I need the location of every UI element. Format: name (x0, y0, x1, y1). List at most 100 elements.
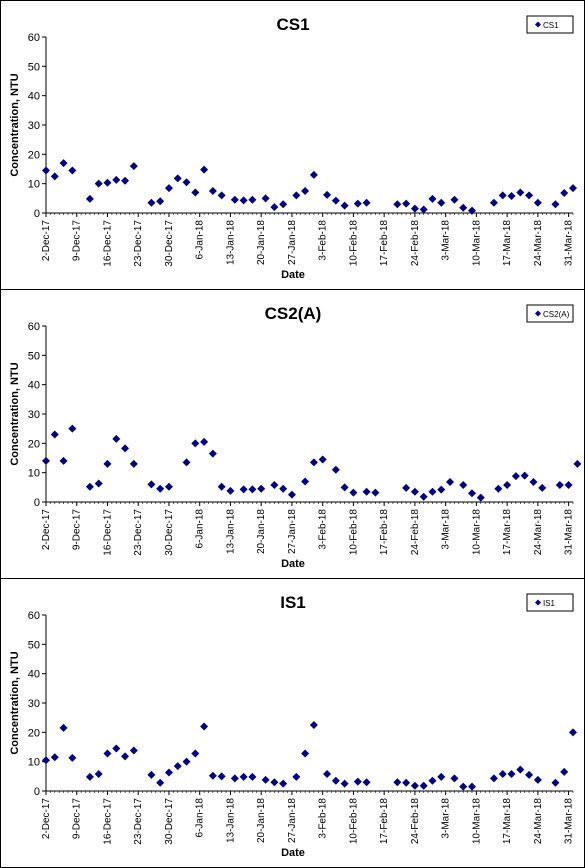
legend: CS2(A) (526, 304, 574, 323)
chart-panel-is1: IS1 Concentration, NTU Date 0 10 20 30 40 50 60 2-… (0, 578, 585, 868)
data-point (520, 471, 529, 480)
data-point (261, 775, 270, 784)
data-point (217, 191, 226, 200)
x-tick-label: 23-Dec-17 (133, 798, 144, 845)
x-tick-label: 31-Mar-18 (564, 509, 575, 556)
data-point (112, 744, 121, 753)
x-axis-label: Date (281, 847, 305, 859)
data-point (230, 195, 239, 204)
x-tick-label: 17-Feb-18 (379, 798, 390, 845)
x-tick-label: 2-Dec-17 (41, 798, 52, 840)
x-tick-label: 30-Dec-17 (164, 509, 175, 556)
data-point (248, 195, 257, 204)
data-point (467, 489, 476, 498)
data-point (85, 772, 94, 781)
data-point (371, 488, 380, 497)
data-point (94, 769, 103, 778)
data-point (362, 198, 371, 207)
data-point (121, 752, 130, 761)
x-tick-label: 17-Mar-18 (502, 220, 513, 267)
data-point (208, 449, 217, 458)
x-tick-label: 3-Mar-18 (441, 509, 452, 550)
data-point (191, 439, 200, 448)
data-point (239, 772, 248, 781)
data-point (59, 456, 68, 465)
data-point (533, 775, 542, 784)
data-point (200, 165, 209, 174)
data-point (331, 465, 340, 474)
data-point (573, 459, 582, 468)
data-point (270, 778, 279, 787)
data-point (419, 205, 428, 214)
x-tick-label: 6-Jan-18 (195, 220, 206, 260)
data-point (525, 770, 534, 779)
data-point (50, 430, 59, 439)
data-point (419, 492, 428, 501)
data-point (156, 484, 165, 493)
chart-title: IS1 (280, 593, 306, 612)
legend-box (526, 593, 574, 612)
data-point (239, 485, 248, 494)
data-point (42, 756, 50, 765)
data-point (489, 198, 498, 207)
data-point (419, 781, 428, 790)
data-point (428, 487, 437, 496)
data-point (129, 459, 138, 468)
data-point (301, 749, 310, 758)
y-tick-label: 50 (28, 639, 40, 651)
x-tick-label: 9-Dec-17 (72, 509, 83, 551)
data-point (309, 170, 318, 179)
x-tick-label: 10-Mar-18 (471, 509, 482, 556)
x-axis-label: Date (281, 558, 305, 570)
y-tick-label: 30 (28, 409, 40, 421)
data-point (68, 166, 77, 175)
data-point (42, 456, 50, 465)
data-point (560, 189, 569, 198)
data-point (112, 175, 121, 184)
data-point (85, 482, 94, 491)
data-point (85, 194, 94, 203)
data-point (156, 197, 165, 206)
data-point (200, 722, 209, 731)
data-point (147, 198, 156, 207)
data-point (121, 176, 130, 185)
data-point (516, 765, 525, 774)
data-point (428, 194, 437, 203)
x-tick-label: 13-Jan-18 (225, 798, 236, 843)
data-point (340, 483, 349, 492)
data-point (428, 776, 437, 785)
data-point (446, 478, 455, 487)
legend-marker-icon (535, 21, 541, 28)
data-point (323, 769, 332, 778)
legend-label: IS1 (543, 599, 556, 608)
data-point (533, 198, 542, 207)
x-tick-label: 16-Dec-17 (102, 798, 113, 845)
data-point (551, 200, 560, 209)
data-point (569, 728, 577, 737)
data-point (494, 484, 503, 493)
data-point (129, 162, 138, 171)
data-point (292, 772, 301, 781)
data-point (200, 437, 209, 446)
chart-panel-cs2a: CS2(A) Concentration, NTU Date 0 10 20 30 40 50 6… (0, 289, 585, 579)
y-axis-label: Concentration, NTU (9, 362, 21, 465)
data-point (50, 753, 59, 762)
data-point (257, 484, 266, 493)
data-point (323, 190, 332, 199)
data-point (239, 196, 248, 205)
x-tick-label: 17-Mar-18 (502, 509, 513, 556)
data-point (94, 479, 103, 488)
data-point (59, 723, 68, 732)
data-point (331, 776, 340, 785)
x-tick-label: 17-Feb-18 (379, 220, 390, 267)
data-point (103, 178, 112, 187)
data-point (182, 757, 191, 766)
x-tick-label: 24-Mar-18 (533, 220, 544, 267)
chart-title: CS1 (276, 15, 309, 34)
data-point (173, 174, 182, 183)
x-tick-label: 13-Jan-18 (225, 509, 236, 554)
data-point (68, 424, 77, 433)
x-tick-label: 3-Feb-18 (318, 798, 329, 839)
data-point (147, 480, 156, 489)
x-tick-label: 30-Dec-17 (164, 798, 175, 845)
